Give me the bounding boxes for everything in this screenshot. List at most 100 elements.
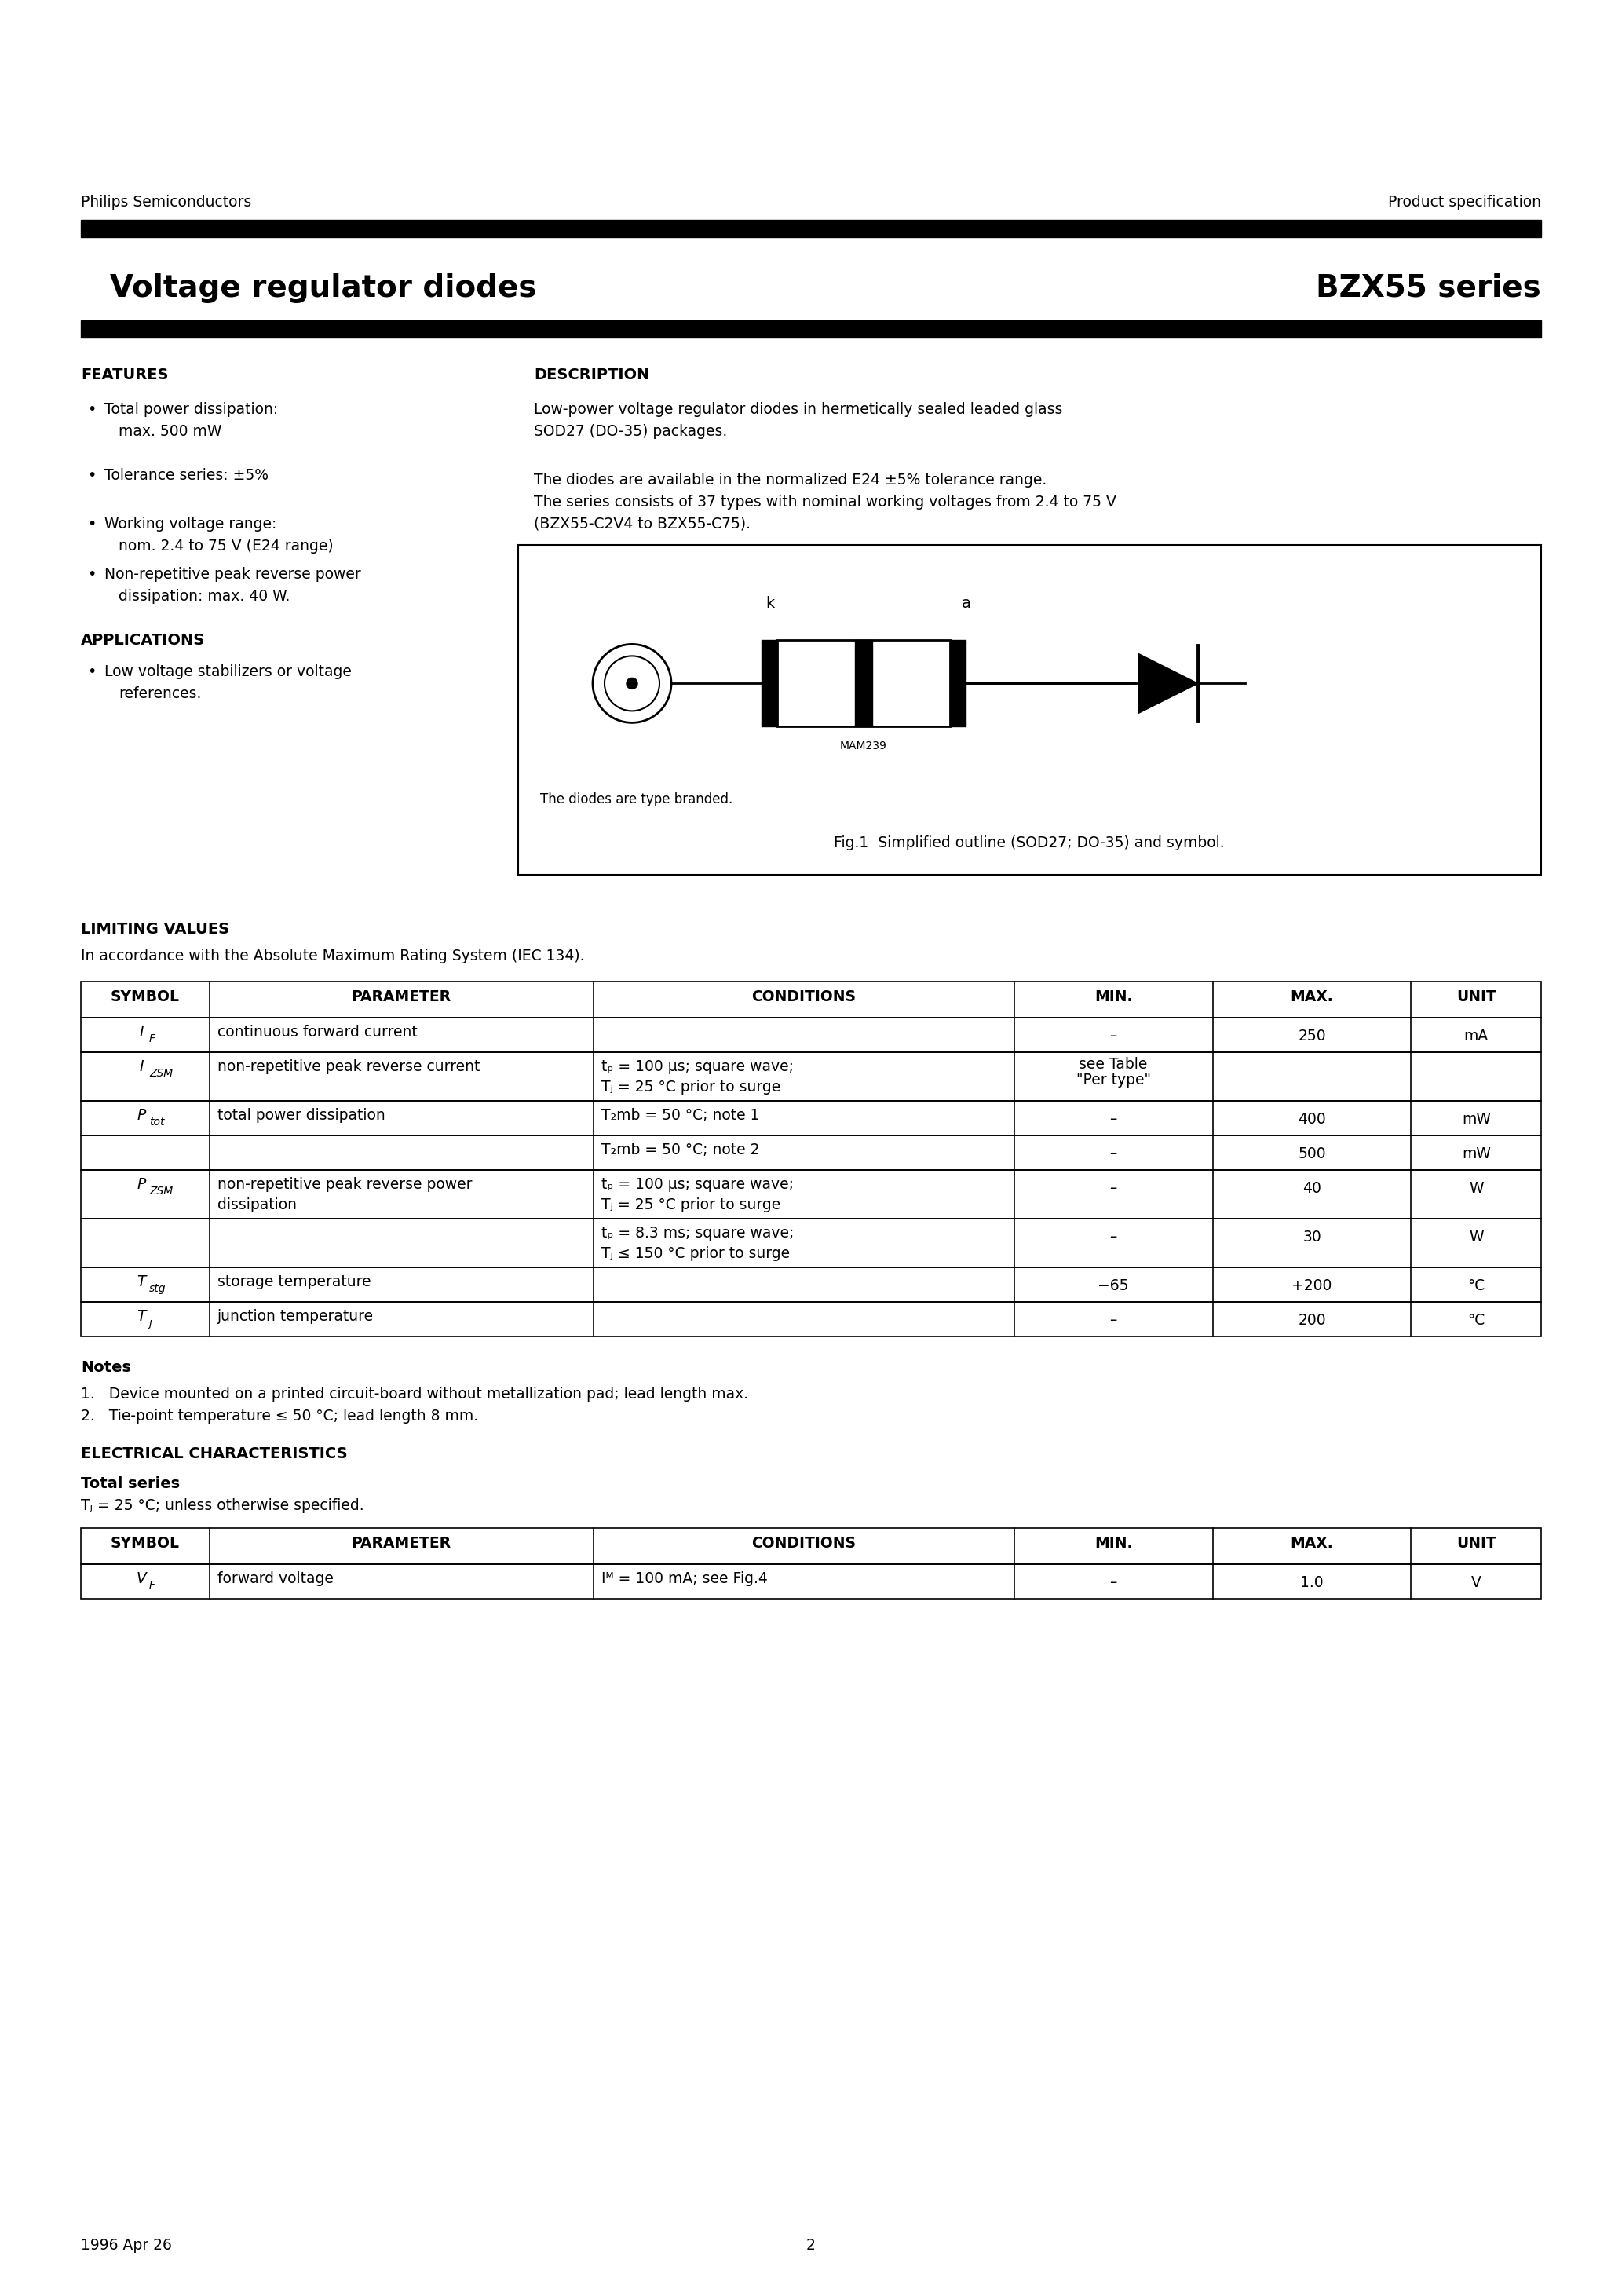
Bar — [81, 1100, 1541, 1137]
Text: dissipation: max. 40 W.: dissipation: max. 40 W. — [118, 588, 290, 604]
Text: W: W — [1470, 1231, 1484, 1244]
Text: tₚ = 100 μs; square wave;: tₚ = 100 μs; square wave; — [602, 1058, 793, 1075]
Bar — [81, 980, 1541, 1017]
Bar — [81, 1171, 1541, 1219]
Text: 2: 2 — [806, 2239, 816, 2252]
Text: references.: references. — [118, 687, 201, 700]
Text: ELECTRICAL CHARACTERISTICS: ELECTRICAL CHARACTERISTICS — [81, 1446, 347, 1460]
Polygon shape — [1139, 654, 1199, 714]
Text: k: k — [766, 597, 774, 611]
Text: T: T — [136, 1274, 146, 1290]
Text: Tⱼ = 25 °C prior to surge: Tⱼ = 25 °C prior to surge — [602, 1079, 780, 1095]
Text: Notes: Notes — [81, 1359, 131, 1375]
Text: (BZX55-C2V4 to BZX55-C75).: (BZX55-C2V4 to BZX55-C75). — [534, 517, 751, 530]
Text: P: P — [136, 1178, 146, 1192]
Text: CONDITIONS: CONDITIONS — [751, 990, 856, 1003]
Text: F: F — [149, 1033, 156, 1045]
Text: +200: +200 — [1291, 1279, 1332, 1293]
Text: Product specification: Product specification — [1388, 195, 1541, 209]
Text: P: P — [136, 1109, 146, 1123]
Text: The diodes are available in the normalized E24 ±5% tolerance range.: The diodes are available in the normaliz… — [534, 473, 1046, 487]
Text: MAM239: MAM239 — [840, 742, 887, 751]
Text: Low voltage stabilizers or voltage: Low voltage stabilizers or voltage — [104, 664, 352, 680]
Text: Tolerance series: ±5%: Tolerance series: ±5% — [104, 468, 269, 482]
Text: UNIT: UNIT — [1457, 990, 1495, 1003]
Text: max. 500 mW: max. 500 mW — [118, 425, 222, 439]
Text: FEATURES: FEATURES — [81, 367, 169, 383]
Text: F: F — [149, 1580, 156, 1591]
Text: ZSM: ZSM — [149, 1185, 174, 1196]
Text: –: – — [1109, 1146, 1118, 1162]
Text: mW: mW — [1461, 1111, 1491, 1127]
Text: MAX.: MAX. — [1291, 990, 1333, 1003]
Text: Voltage regulator diodes: Voltage regulator diodes — [89, 273, 537, 303]
Text: see Table: see Table — [1079, 1056, 1148, 1072]
Text: V: V — [136, 1570, 146, 1587]
Text: SOD27 (DO-35) packages.: SOD27 (DO-35) packages. — [534, 425, 727, 439]
Text: •: • — [88, 664, 96, 680]
Circle shape — [626, 677, 637, 689]
Text: total power dissipation: total power dissipation — [217, 1109, 384, 1123]
Text: MAX.: MAX. — [1291, 1536, 1333, 1550]
Text: •: • — [88, 567, 96, 581]
Text: −65: −65 — [1098, 1279, 1129, 1293]
Text: •: • — [88, 402, 96, 418]
Text: PARAMETER: PARAMETER — [352, 1536, 451, 1550]
Text: forward voltage: forward voltage — [217, 1570, 333, 1587]
Text: –: – — [1109, 1231, 1118, 1244]
Text: stg: stg — [149, 1283, 165, 1295]
Bar — [81, 1564, 1541, 1598]
Text: mW: mW — [1461, 1146, 1491, 1162]
Text: junction temperature: junction temperature — [217, 1309, 373, 1325]
Text: –: – — [1109, 1111, 1118, 1127]
Text: non-repetitive peak reverse power: non-repetitive peak reverse power — [217, 1178, 472, 1192]
Bar — [81, 220, 1541, 236]
Text: –: – — [1109, 1575, 1118, 1591]
Bar — [777, 641, 950, 726]
Text: ZSM: ZSM — [149, 1068, 174, 1079]
Text: 400: 400 — [1298, 1111, 1325, 1127]
Text: •: • — [88, 468, 96, 482]
Text: –: – — [1109, 1029, 1118, 1045]
Text: –: – — [1109, 1180, 1118, 1196]
Text: 30: 30 — [1302, 1231, 1322, 1244]
Text: In accordance with the Absolute Maximum Rating System (IEC 134).: In accordance with the Absolute Maximum … — [81, 948, 584, 964]
Text: T₂mb = 50 °C; note 1: T₂mb = 50 °C; note 1 — [602, 1109, 759, 1123]
Bar — [855, 641, 873, 726]
Text: storage temperature: storage temperature — [217, 1274, 371, 1290]
Bar — [81, 1219, 1541, 1267]
Text: LIMITING VALUES: LIMITING VALUES — [81, 923, 229, 937]
Text: BZX55 series: BZX55 series — [1315, 273, 1541, 303]
Text: Total series: Total series — [81, 1476, 180, 1490]
Text: Iᴹ = 100 mA; see Fig.4: Iᴹ = 100 mA; see Fig.4 — [602, 1570, 767, 1587]
Bar — [517, 544, 1541, 875]
Bar — [81, 1302, 1541, 1336]
Text: mA: mA — [1465, 1029, 1489, 1045]
Text: CONDITIONS: CONDITIONS — [751, 1536, 856, 1550]
Text: T₂mb = 50 °C; note 2: T₂mb = 50 °C; note 2 — [602, 1143, 759, 1157]
Text: 1.   Device mounted on a printed circuit-board without metallization pad; lead l: 1. Device mounted on a printed circuit-b… — [81, 1387, 748, 1401]
Text: Tⱼ = 25 °C prior to surge: Tⱼ = 25 °C prior to surge — [602, 1199, 780, 1212]
Text: •: • — [88, 517, 96, 530]
Text: UNIT: UNIT — [1457, 1536, 1495, 1550]
Text: 2.   Tie-point temperature ≤ 50 °C; lead length 8 mm.: 2. Tie-point temperature ≤ 50 °C; lead l… — [81, 1410, 478, 1424]
Bar — [762, 641, 777, 726]
Text: non-repetitive peak reverse current: non-repetitive peak reverse current — [217, 1058, 480, 1075]
Bar — [950, 641, 965, 726]
Text: tot: tot — [149, 1116, 164, 1127]
Text: MIN.: MIN. — [1095, 990, 1132, 1003]
Text: j: j — [149, 1318, 152, 1329]
Bar — [81, 1529, 1541, 1564]
Text: I: I — [139, 1058, 143, 1075]
Text: PARAMETER: PARAMETER — [352, 990, 451, 1003]
Text: –: – — [1109, 1313, 1118, 1327]
Text: The series consists of 37 types with nominal working voltages from 2.4 to 75 V: The series consists of 37 types with nom… — [534, 494, 1116, 510]
Text: 1.0: 1.0 — [1301, 1575, 1324, 1591]
Text: Total power dissipation:: Total power dissipation: — [104, 402, 277, 418]
Text: I: I — [139, 1024, 143, 1040]
Text: Fig.1  Simplified outline (SOD27; DO-35) and symbol.: Fig.1 Simplified outline (SOD27; DO-35) … — [834, 836, 1225, 850]
Text: °C: °C — [1468, 1279, 1484, 1293]
Text: MIN.: MIN. — [1095, 1536, 1132, 1550]
Text: Low-power voltage regulator diodes in hermetically sealed leaded glass: Low-power voltage regulator diodes in he… — [534, 402, 1062, 418]
Text: Tⱼ = 25 °C; unless otherwise specified.: Tⱼ = 25 °C; unless otherwise specified. — [81, 1499, 363, 1513]
